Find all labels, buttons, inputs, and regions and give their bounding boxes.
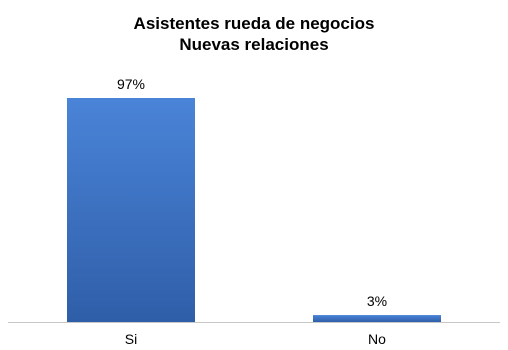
bar-si [67,98,195,322]
x-tick-label-si: Si [125,331,137,347]
data-label-si: 97% [117,76,145,92]
tick-labels-layer: Si No [125,331,386,347]
x-tick-label-no: No [368,331,386,347]
bars-layer [67,98,441,322]
labels-layer: 97% 3% [117,76,387,309]
chart-title-line-1: Asistentes rueda de negocios [133,14,375,33]
bar-no [313,315,441,322]
data-label-no: 3% [367,293,387,309]
chart-subtitle: Nuevas relaciones [179,35,329,54]
